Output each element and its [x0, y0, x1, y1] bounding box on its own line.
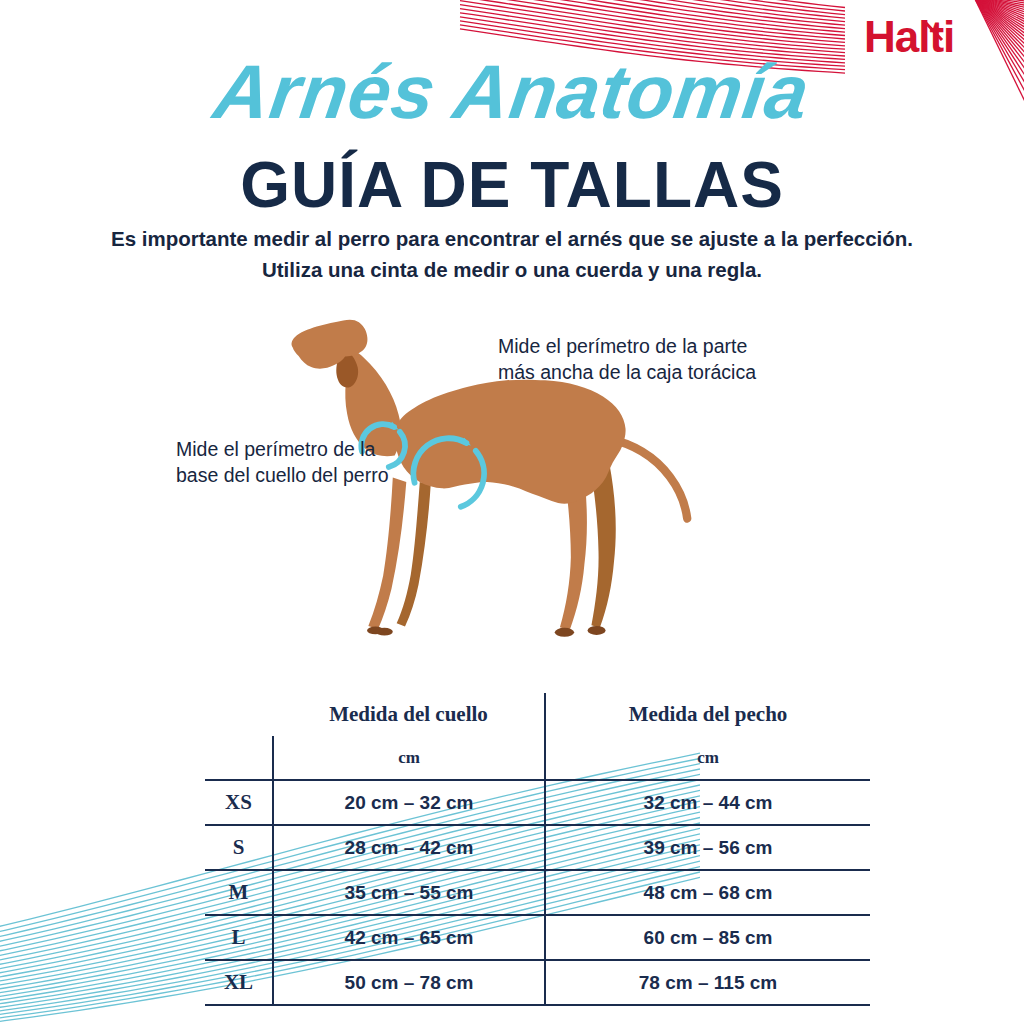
svg-text:Halti: Halti	[864, 12, 954, 61]
